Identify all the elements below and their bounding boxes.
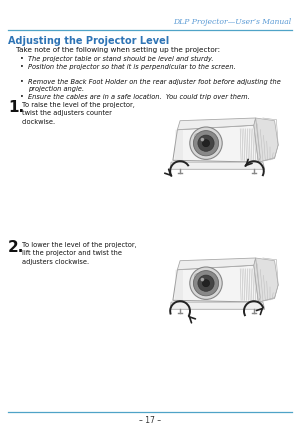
Text: Take note of the following when setting up the projector:: Take note of the following when setting … [16,47,220,53]
Circle shape [195,274,199,278]
Circle shape [202,139,210,147]
Circle shape [194,271,219,296]
Circle shape [201,138,204,141]
Text: •: • [20,79,24,85]
Polygon shape [177,118,256,130]
Circle shape [194,131,219,156]
Text: •: • [20,94,24,100]
Text: To raise the level of the projector,
twist the adjusters counter
clockwise.: To raise the level of the projector, twi… [22,102,135,125]
Polygon shape [254,118,278,162]
Circle shape [195,134,199,138]
Text: Position the projector so that it is perpendicular to the screen.: Position the projector so that it is per… [28,64,236,70]
Text: Adjusting the Projector Level: Adjusting the Projector Level [8,36,169,46]
Circle shape [190,267,222,299]
Circle shape [198,135,214,151]
Text: 1.: 1. [8,100,24,115]
Polygon shape [170,162,265,169]
Circle shape [201,278,204,282]
Text: To lower the level of the projector,
lift the projector and twist the
adjusters : To lower the level of the projector, lif… [22,242,136,265]
Polygon shape [254,118,260,162]
Polygon shape [254,258,278,302]
Text: •: • [20,56,24,62]
Polygon shape [173,265,258,302]
Polygon shape [254,258,260,302]
Text: – 17 –: – 17 – [139,416,161,424]
Text: Remove the Back Foot Holder on the rear adjuster foot before adjusting the proje: Remove the Back Foot Holder on the rear … [28,79,281,92]
Circle shape [190,127,222,159]
Text: DLP Projector—User’s Manual: DLP Projector—User’s Manual [173,18,291,26]
Text: •: • [20,64,24,70]
Circle shape [202,279,210,287]
Text: Ensure the cables are in a safe location.  You could trip over them.: Ensure the cables are in a safe location… [28,94,250,100]
Polygon shape [170,302,265,309]
Polygon shape [173,125,258,162]
Text: The projector table or stand should be level and sturdy.: The projector table or stand should be l… [28,56,214,62]
Circle shape [198,275,214,291]
Polygon shape [177,258,256,270]
Text: 2.: 2. [8,240,24,255]
